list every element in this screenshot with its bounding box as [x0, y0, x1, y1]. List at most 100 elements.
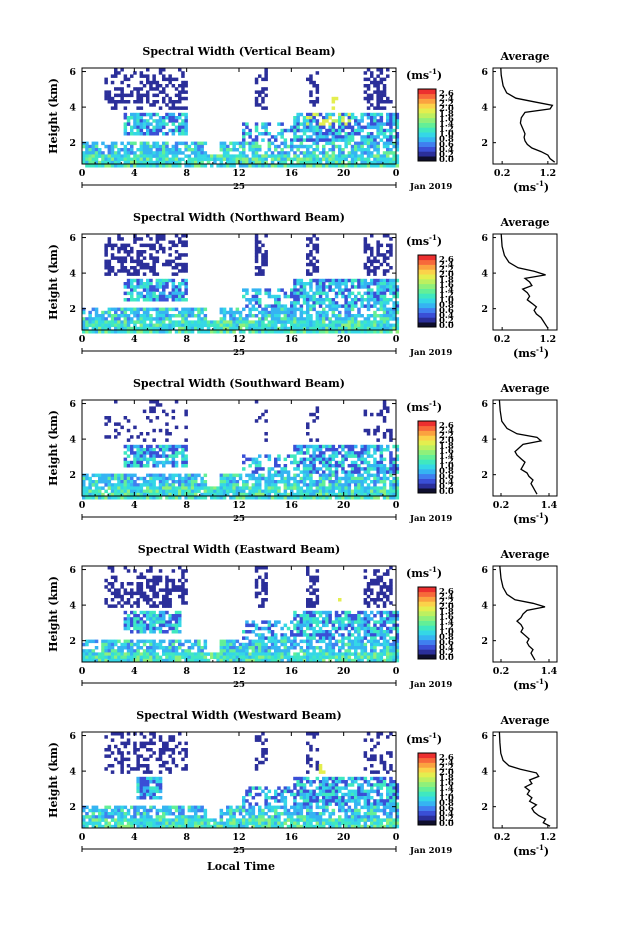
heatmap-cell: [248, 646, 252, 650]
heatmap-cell: [91, 148, 96, 152]
heatmap-cell: [382, 144, 387, 149]
heatmap-cell: [146, 288, 150, 292]
heatmap-cell: [293, 317, 297, 321]
heatmap-cell: [389, 483, 393, 487]
heatmap-cell: [98, 476, 102, 481]
heatmap-cell: [123, 125, 128, 130]
heatmap-cell: [254, 253, 259, 257]
colorbar-tick-label: 2.2: [439, 431, 454, 441]
heatmap-cell: [277, 122, 281, 126]
heatmap-cell: [88, 148, 92, 152]
heatmap-cell: [213, 320, 217, 324]
heatmap-cell: [280, 310, 284, 315]
heatmap-cell: [203, 151, 208, 155]
heatmap-cell: [158, 454, 163, 458]
heatmap-cell: [222, 144, 227, 149]
heatmap-cell: [322, 486, 326, 490]
heatmap-cell: [82, 151, 86, 155]
heatmap-cell: [312, 464, 316, 468]
heatmap-cell: [104, 246, 108, 251]
heatmap-cell: [382, 77, 387, 82]
heatmap-cell: [168, 649, 172, 653]
heatmap-cell: [302, 464, 307, 468]
heatmap-cell: [254, 298, 259, 302]
heatmap-cell: [139, 291, 144, 296]
heatmap-cell: [366, 144, 371, 149]
heatmap-cell: [126, 601, 131, 605]
heatmap-cell: [376, 112, 380, 117]
heatmap-cell: [178, 148, 182, 152]
heatmap-cell: [174, 272, 179, 276]
heatmap-cell: [366, 259, 371, 264]
heatmap-cell: [126, 438, 131, 442]
heatmap-cell: [149, 246, 153, 251]
colorbar-tick-label: 0.6: [439, 306, 454, 316]
heatmap-cell: [139, 320, 144, 324]
heatmap-cell: [126, 314, 131, 318]
heatmap-cell: [174, 658, 179, 663]
heatmap-cell: [309, 438, 313, 442]
heatmap-cell: [331, 314, 336, 318]
heatmap-cell: [200, 157, 204, 162]
heatmap-cell: [373, 138, 377, 142]
heatmap-cell: [171, 585, 176, 589]
heatmap-cell: [354, 157, 358, 162]
average-profile-line: [498, 399, 543, 495]
heatmap-cell: [197, 473, 201, 478]
heatmap-cell: [165, 480, 169, 484]
heatmap-cell: [392, 160, 396, 165]
heatmap-cell: [338, 652, 342, 656]
heatmap-cell: [386, 282, 390, 286]
heatmap-cell: [286, 480, 291, 484]
heatmap-cell: [290, 294, 294, 299]
heatmap-cell: [152, 649, 156, 653]
heatmap-cell: [334, 282, 339, 286]
heatmap-cell: [203, 492, 208, 497]
heatmap-cell: [158, 294, 163, 299]
heatmap-cell: [130, 486, 134, 490]
panel-0: Spectral Width (Vertical Beam)246Height …: [47, 45, 558, 194]
heatmap-cell: [254, 164, 259, 168]
heatmap-cell: [181, 448, 185, 452]
heatmap-cell: [382, 317, 387, 321]
heatmap-cell: [216, 326, 220, 331]
heatmap-cell: [322, 630, 326, 634]
heatmap-cell: [139, 492, 144, 497]
heatmap-cell: [136, 483, 140, 487]
heatmap-cell: [338, 639, 342, 644]
heatmap-cell: [219, 486, 224, 490]
heatmap-cell: [126, 569, 131, 573]
heatmap-cell: [382, 151, 387, 155]
heatmap-cell: [373, 278, 377, 283]
heatmap-cell: [107, 588, 112, 592]
heatmap-cell: [133, 444, 137, 449]
heatmap-cell: [178, 310, 182, 315]
heatmap-cell: [258, 496, 262, 500]
heatmap-cell: [363, 489, 368, 494]
heatmap-cell: [130, 282, 134, 286]
heatmap-cell: [222, 154, 227, 158]
heatmap-cell: [158, 285, 163, 289]
heatmap-cell: [338, 620, 342, 624]
heatmap-cell: [184, 262, 188, 267]
heatmap-cell: [104, 164, 108, 168]
heatmap-cell: [354, 496, 358, 500]
heatmap-cell: [114, 642, 118, 647]
heatmap-cell: [306, 639, 310, 644]
heatmap-cell: [235, 317, 240, 321]
heatmap-cell: [142, 464, 147, 468]
heatmap-cell: [283, 310, 288, 315]
colorbar-segment: [418, 146, 436, 152]
heatmap-cell: [139, 646, 144, 650]
heatmap-cell: [242, 288, 246, 292]
heatmap-cell: [104, 272, 108, 276]
heatmap-cell: [309, 90, 313, 94]
heatmap-cell: [290, 460, 294, 465]
heatmap-cell: [296, 626, 300, 631]
heatmap-cell: [130, 604, 134, 608]
heatmap-cell: [104, 601, 108, 605]
heatmap-cell: [229, 141, 233, 146]
heatmap-cell: [149, 294, 153, 299]
heatmap-cell: [274, 620, 278, 624]
heatmap-cell: [338, 483, 342, 487]
